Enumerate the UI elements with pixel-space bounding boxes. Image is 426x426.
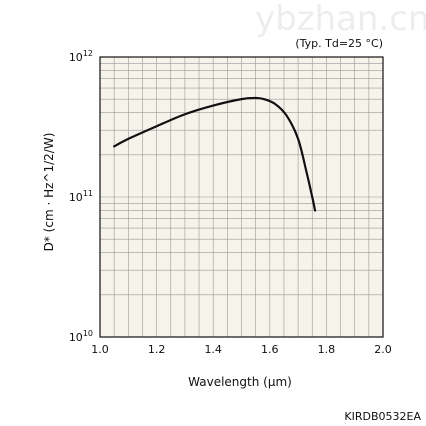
x-tick-label: 1.4 (204, 343, 222, 356)
chart-annotation: (Typ. Td=25 °C) (295, 37, 383, 50)
plot-frame (99, 56, 384, 338)
grid-lines (100, 57, 383, 337)
x-tick-label: 1.8 (318, 343, 336, 356)
y-tick-label: 1012 (69, 49, 93, 64)
x-tick-label: 1.2 (148, 343, 166, 356)
tick-labels: 1.0 1.2 1.4 1.6 1.8 2.0 1010 1011 1012 (69, 49, 392, 356)
document-code: KIRDB0532EA (344, 410, 421, 423)
y-tick-label: 1010 (69, 329, 93, 344)
series-line (113, 96, 317, 212)
x-tick-label: 1.6 (261, 343, 279, 356)
watermark-text: ybzhan.cn (255, 0, 426, 39)
y-tick-label: 1011 (69, 189, 93, 204)
y-axis-title: D* (cm · Hz^1/2/W) (42, 133, 56, 252)
x-axis-title: Wavelength (μm) (188, 375, 292, 389)
x-tick-label: 1.0 (91, 343, 109, 356)
x-tick-label: 2.0 (374, 343, 392, 356)
